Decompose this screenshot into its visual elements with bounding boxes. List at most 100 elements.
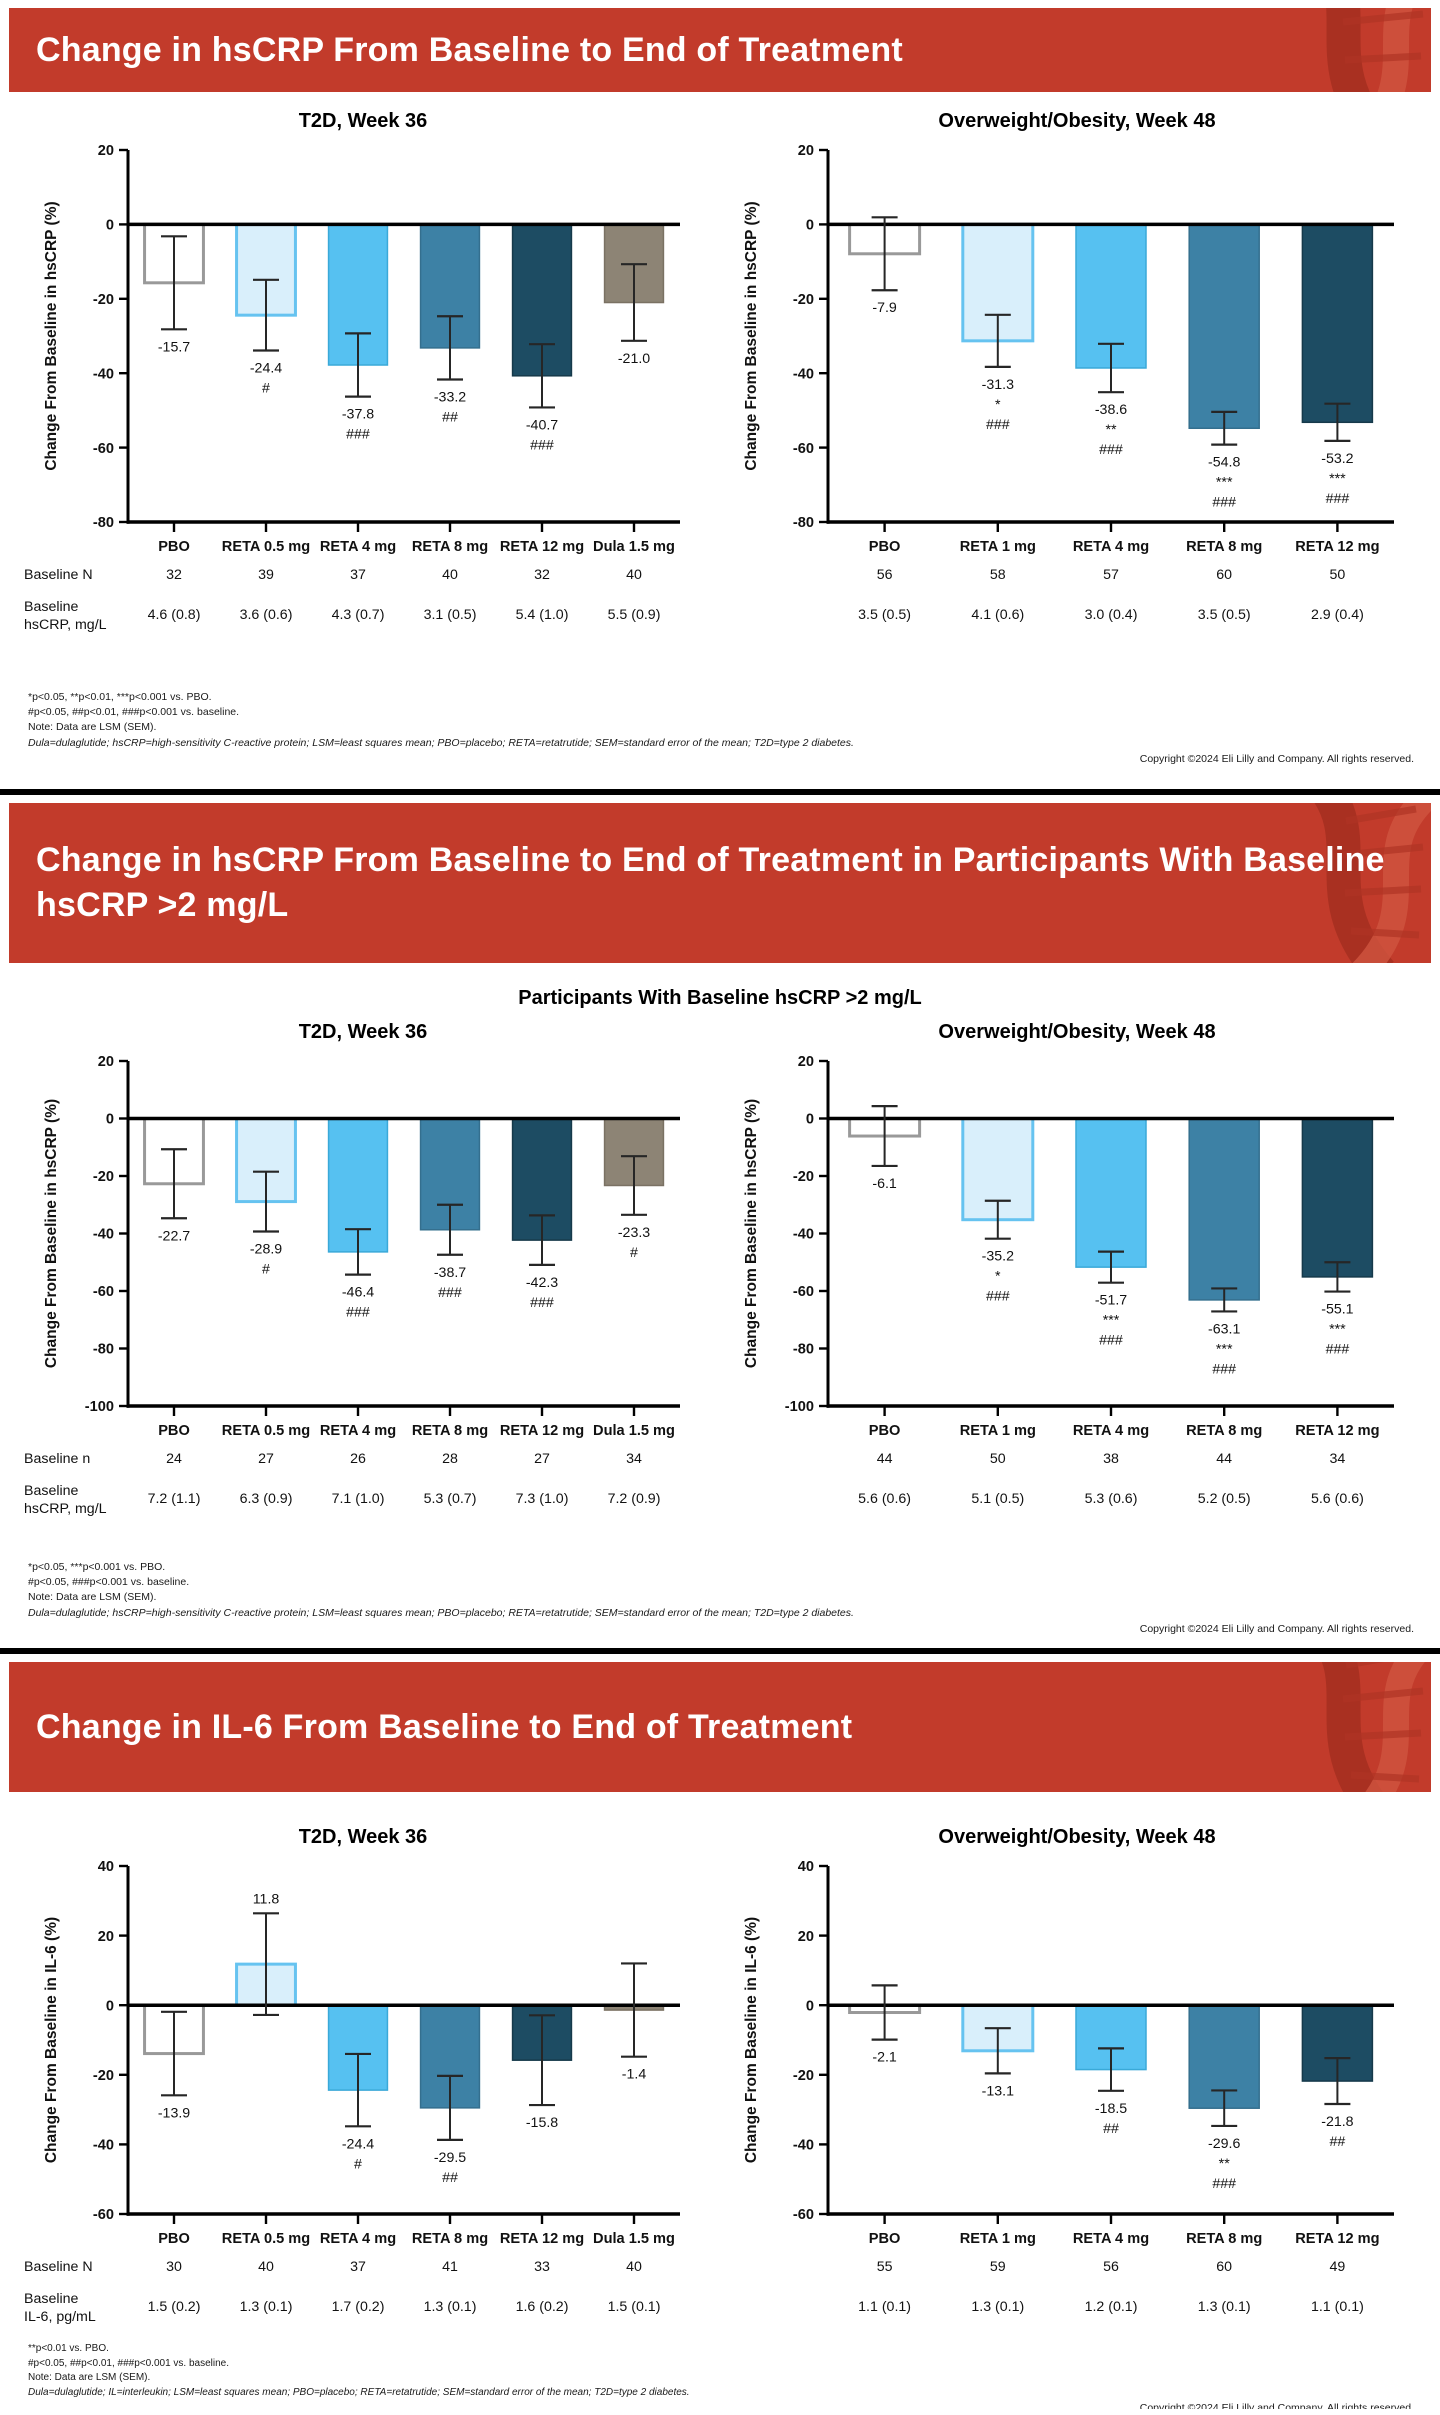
table-cell: 1.6 (0.2)	[516, 2299, 569, 2315]
chart-title: Overweight/Obesity, Week 48	[938, 110, 1216, 132]
table-cell: 37	[350, 2259, 366, 2275]
bar-value-label: -40.7	[526, 417, 558, 433]
table-cell: 7.3 (1.0)	[516, 1491, 569, 1507]
table-cell: 56	[877, 567, 893, 583]
chart-title: T2D, Week 36	[298, 1021, 428, 1043]
slide-il6: Change in IL-6 From Baseline to End of T…	[0, 1654, 1440, 2409]
bar-chart-il6-obesity: 40 20 0 -20 -40 -60 Change From Baseline in IL…	[743, 1859, 1394, 2315]
bar-value-label: -28.9	[250, 1241, 282, 1257]
significance-marker: ###	[346, 427, 370, 443]
y-axis-label: Change From Baseline in IL-6 (%)	[743, 1917, 760, 2163]
table-cell: 32	[534, 567, 550, 583]
y-tick-label: -60	[93, 1284, 114, 1300]
chart-title: Overweight/Obesity, Week 48	[938, 1021, 1216, 1043]
bar-value-label: -24.4	[342, 2136, 374, 2152]
table-cell: 32	[166, 567, 182, 583]
y-tick-label: 20	[98, 1054, 114, 1070]
group-label: RETA 4 mg	[1073, 539, 1149, 555]
footnote-line: Note: Data are LSM (SEM).	[28, 721, 157, 734]
bar-value-label: -38.7	[434, 1265, 466, 1281]
bar-value-label: -55.1	[1321, 1302, 1353, 1318]
group-label: RETA 8 mg	[1186, 539, 1262, 555]
bar-value-label: 11.8	[253, 1891, 280, 1907]
table-cell: 34	[1330, 1451, 1346, 1467]
charts-row: T2D, Week 36 40 20 0 -20 -40 -60 Change From B…	[0, 1822, 1440, 2334]
bar-value-label: -54.8	[1208, 455, 1240, 471]
y-tick-label: -60	[793, 441, 814, 457]
table-cell: 28	[442, 1451, 458, 1467]
table-cell: 5.3 (0.7)	[424, 1491, 477, 1507]
significance-marker: *	[995, 397, 1001, 413]
footnote-abbreviations: Dula=dulaglutide; IL=interleukin; LSM=le…	[28, 2386, 690, 2398]
group-label: RETA 4 mg	[1073, 1423, 1149, 1439]
bar-value-label: -31.3	[982, 377, 1014, 393]
table-cell: 40	[442, 567, 458, 583]
y-tick-label: 20	[98, 143, 114, 159]
copyright-notice: Copyright ©2024 Eli Lilly and Company. A…	[1139, 752, 1414, 765]
table-row-label: Baseline N	[24, 567, 93, 583]
group-label: PBO	[158, 2231, 190, 2247]
bar-value-label: -6.1	[872, 1176, 897, 1192]
group-label: RETA 0.5 mg	[222, 1423, 310, 1439]
group-label: PBO	[869, 2231, 901, 2247]
bar-value-label: -29.5	[434, 2150, 466, 2166]
table-cell: 37	[350, 567, 366, 583]
bar-value-label: -38.6	[1095, 402, 1127, 418]
bar-value-label: -7.9	[872, 300, 897, 316]
copyright-notice: Copyright ©2024 Eli Lilly and Company. A…	[1139, 2402, 1414, 2409]
group-label: RETA 8 mg	[412, 1423, 488, 1439]
dna-ribbon-decoration	[1314, 803, 1431, 963]
bar-value-label: -24.4	[250, 361, 282, 377]
table-cell: 39	[258, 567, 274, 583]
group-label: RETA 1 mg	[960, 2231, 1036, 2247]
bar-reta-8-mg	[1188, 223, 1260, 430]
table-cell: 50	[1330, 567, 1346, 583]
footnote-line: *p<0.05, ***p<0.001 vs. PBO.	[28, 1561, 166, 1573]
bar-value-label: -22.7	[158, 1228, 190, 1244]
y-tick-label: -20	[93, 2068, 114, 2084]
group-label: RETA 8 mg	[412, 539, 488, 555]
group-label: RETA 4 mg	[320, 2231, 396, 2247]
bar-value-label: -35.2	[982, 1249, 1014, 1265]
bar-reta-12-mg	[1301, 223, 1374, 424]
footnote-line: Note: Data are LSM (SEM).	[28, 1591, 157, 1604]
group-label: RETA 1 mg	[960, 1423, 1036, 1439]
charts-subtitle: Participants With Baseline hsCRP >2 mg/L	[518, 987, 922, 1009]
bar-value-label: -2.1	[872, 2050, 897, 2066]
dna-ribbon-decoration	[1321, 1662, 1426, 1792]
significance-marker: ###	[1326, 491, 1350, 507]
significance-marker: ##	[1103, 2121, 1119, 2137]
table-cell: 56	[1103, 2259, 1119, 2275]
table-cell: 3.0 (0.4)	[1085, 607, 1138, 623]
significance-marker: **	[1105, 422, 1117, 438]
table-cell: 5.1 (0.5)	[971, 1491, 1024, 1507]
table-cell: 5.6 (0.6)	[858, 1491, 911, 1507]
y-tick-label: -80	[793, 1342, 814, 1358]
slide-title: Change in hsCRP From Baseline to End of …	[36, 30, 903, 69]
table-row-label: IL-6, pg/mL	[24, 2309, 96, 2325]
bar-value-label: -29.6	[1208, 2136, 1240, 2152]
y-tick-label: -100	[85, 1399, 114, 1415]
significance-marker: ###	[530, 1295, 554, 1311]
significance-marker: ***	[1216, 475, 1233, 491]
table-cell: 1.3 (0.1)	[971, 2299, 1024, 2315]
group-label: PBO	[158, 539, 190, 555]
significance-marker: ###	[1099, 1333, 1123, 1349]
table-cell: 44	[877, 1451, 893, 1467]
bar-value-label: -33.2	[434, 390, 466, 406]
group-label: RETA 12 mg	[500, 2231, 584, 2247]
y-tick-label: -60	[793, 2207, 814, 2223]
chart-block-t2d: T2D, Week 36 20 0 -20 -40 -60 -80 Change From …	[18, 106, 708, 650]
y-tick-label: -20	[793, 2068, 814, 2084]
table-row-label: Baseline	[24, 1483, 79, 1499]
table-cell: 7.1 (1.0)	[332, 1491, 385, 1507]
group-label: Dula 1.5 mg	[593, 2231, 675, 2247]
slide-banner: Change in hsCRP From Baseline to End of …	[9, 803, 1431, 963]
chart-block-obesity: Overweight/Obesity, Week 48 20 0 -20 -40 -60…	[732, 106, 1422, 650]
table-cell: 60	[1216, 567, 1232, 583]
y-tick-label: -100	[785, 1399, 814, 1415]
bar-value-label: -13.1	[982, 2083, 1014, 2099]
y-tick-label: -40	[793, 2138, 814, 2154]
group-label: RETA 8 mg	[412, 2231, 488, 2247]
significance-marker: #	[354, 2156, 362, 2172]
